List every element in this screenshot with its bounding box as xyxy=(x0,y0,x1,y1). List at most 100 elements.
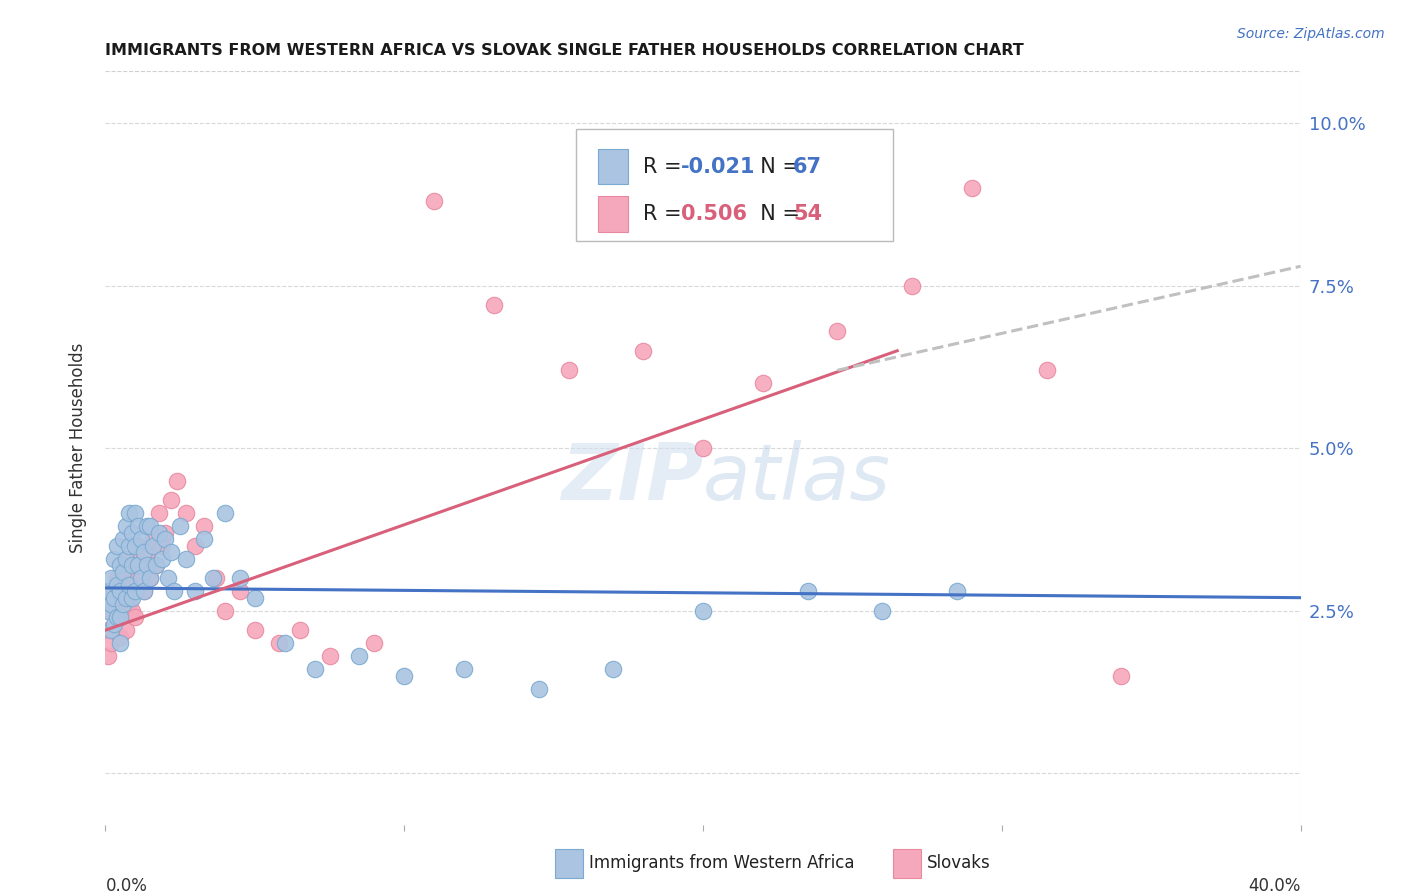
Point xyxy=(97,604,120,618)
Point xyxy=(136,519,159,533)
Point xyxy=(527,681,550,696)
Point xyxy=(267,636,290,650)
Point xyxy=(103,551,125,566)
Point xyxy=(107,571,129,585)
Point xyxy=(124,584,146,599)
Point xyxy=(482,298,505,312)
Text: IMMIGRANTS FROM WESTERN AFRICA VS SLOVAK SINGLE FATHER HOUSEHOLDS CORRELATION CH: IMMIGRANTS FROM WESTERN AFRICA VS SLOVAK… xyxy=(105,43,1024,58)
Point xyxy=(602,662,624,676)
Point xyxy=(229,584,252,599)
Point xyxy=(134,545,156,559)
Point xyxy=(110,610,132,624)
Point xyxy=(363,636,385,650)
Point xyxy=(142,532,165,546)
Point xyxy=(1035,363,1057,377)
Point xyxy=(872,604,894,618)
Point xyxy=(157,571,180,585)
Point xyxy=(115,623,138,637)
Point xyxy=(946,584,969,599)
Point xyxy=(121,525,143,540)
Point xyxy=(633,343,655,358)
Point xyxy=(349,649,371,664)
Point xyxy=(124,506,146,520)
Point xyxy=(107,539,129,553)
Point xyxy=(136,545,159,559)
Point xyxy=(129,571,153,585)
Point xyxy=(115,591,138,605)
Point xyxy=(557,363,579,377)
Point xyxy=(110,584,132,599)
Text: -0.021: -0.021 xyxy=(681,157,755,177)
Text: atlas: atlas xyxy=(703,441,891,516)
Text: 0.506: 0.506 xyxy=(681,203,747,224)
Point xyxy=(124,539,146,553)
Point xyxy=(453,662,475,676)
Point xyxy=(115,577,138,591)
Text: 0.0%: 0.0% xyxy=(105,877,148,892)
Point xyxy=(129,532,153,546)
Point xyxy=(134,584,156,599)
Point xyxy=(1111,668,1133,682)
Point xyxy=(174,506,197,520)
Point xyxy=(205,571,228,585)
Text: N =: N = xyxy=(747,203,806,224)
Point xyxy=(100,604,122,618)
Point xyxy=(193,519,215,533)
Point xyxy=(148,525,170,540)
Text: ZIP: ZIP xyxy=(561,441,703,516)
Point xyxy=(193,532,215,546)
Point xyxy=(107,610,129,624)
Point xyxy=(112,604,135,618)
Point xyxy=(160,545,183,559)
Point xyxy=(100,623,122,637)
Point xyxy=(139,571,162,585)
Text: 54: 54 xyxy=(793,203,823,224)
Point xyxy=(304,662,326,676)
Point xyxy=(827,324,849,338)
Point xyxy=(110,591,132,605)
Point xyxy=(692,604,714,618)
Point xyxy=(229,571,252,585)
Text: Immigrants from Western Africa: Immigrants from Western Africa xyxy=(589,855,855,872)
Point xyxy=(118,551,141,566)
Text: Source: ZipAtlas.com: Source: ZipAtlas.com xyxy=(1237,27,1385,41)
Point xyxy=(692,442,714,455)
Point xyxy=(97,623,120,637)
Point xyxy=(124,571,146,585)
Point xyxy=(273,636,295,650)
Point xyxy=(139,519,162,533)
Point xyxy=(163,584,186,599)
Point xyxy=(112,597,135,611)
Point xyxy=(136,558,159,573)
Point xyxy=(112,558,135,573)
Point xyxy=(150,551,173,566)
Point xyxy=(423,194,446,209)
Point xyxy=(115,519,138,533)
Point xyxy=(134,584,156,599)
Point xyxy=(100,636,122,650)
Point xyxy=(103,623,125,637)
Point xyxy=(145,558,167,573)
Point xyxy=(127,558,149,573)
Point xyxy=(214,506,236,520)
Text: R =: R = xyxy=(643,203,688,224)
Text: 67: 67 xyxy=(793,157,823,177)
Point xyxy=(112,565,135,579)
Point xyxy=(118,539,141,553)
Text: 40.0%: 40.0% xyxy=(1249,877,1301,892)
Point xyxy=(169,519,191,533)
Point xyxy=(118,577,141,591)
Point xyxy=(115,551,138,566)
Point xyxy=(160,493,183,508)
Y-axis label: Single Father Households: Single Father Households xyxy=(69,343,87,553)
Point xyxy=(129,558,153,573)
Point xyxy=(100,597,122,611)
Point xyxy=(155,525,177,540)
Text: R =: R = xyxy=(643,157,688,177)
Point xyxy=(121,565,143,579)
Point xyxy=(318,649,340,664)
Point xyxy=(751,376,773,391)
Text: Slovaks: Slovaks xyxy=(927,855,990,872)
Point xyxy=(107,610,129,624)
Point xyxy=(394,668,416,682)
